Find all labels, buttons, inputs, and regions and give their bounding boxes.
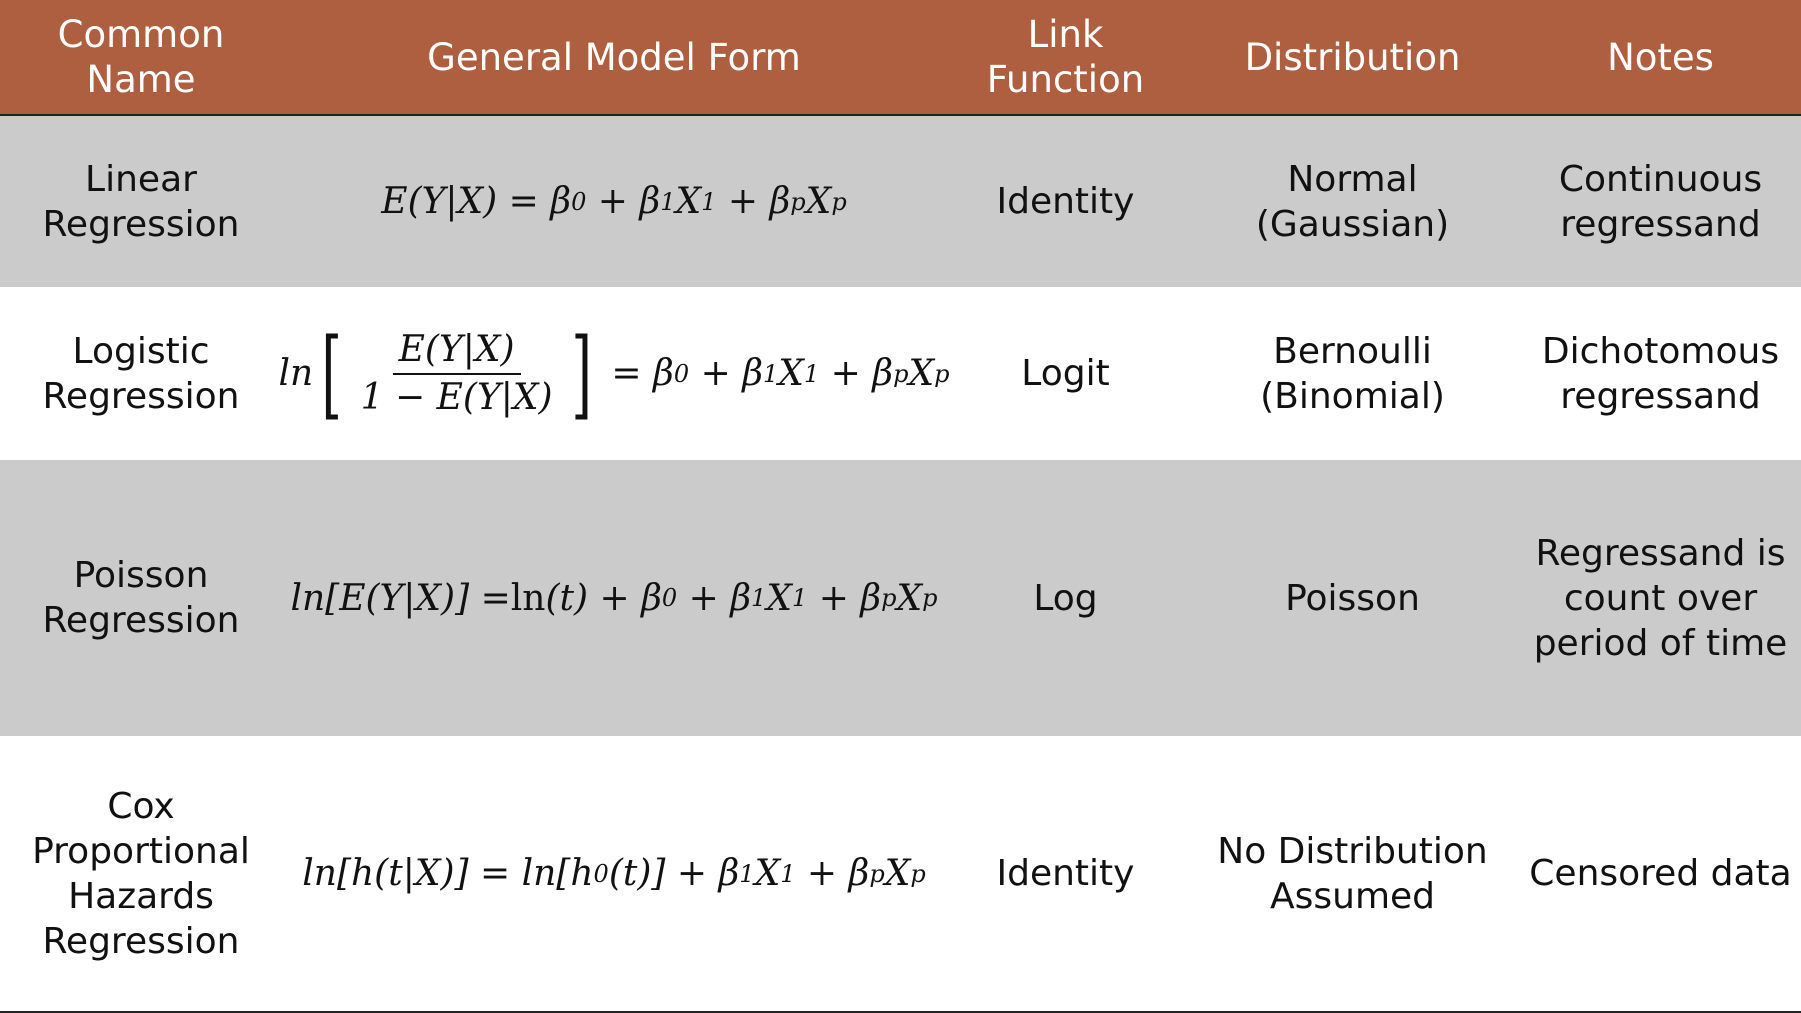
row-link: Logit — [1021, 353, 1110, 394]
row-notes: Dichotomous regressand — [1541, 330, 1780, 417]
row-link: Log — [1033, 577, 1098, 619]
row-name: Poisson Regression — [42, 555, 240, 641]
row-name: Logistic Regression — [42, 330, 240, 417]
table-row: Cox Proportional Hazards Regression ln[h… — [0, 736, 1801, 1011]
table-row: Poisson Regression ln[E(Y|X)] = ln (t) + … — [0, 460, 1801, 736]
header-distribution: Distribution — [1244, 35, 1461, 79]
header-general-model-form: General Model Form — [427, 35, 801, 79]
header-link-function: Link Function — [986, 13, 1145, 101]
row-link: Identity — [996, 853, 1135, 894]
row-notes: Continuous regressand — [1558, 158, 1763, 245]
row-notes: Regressand is count over period of time — [1533, 532, 1788, 664]
row-distribution: Normal (Gaussian) — [1255, 158, 1450, 245]
row-name: Linear Regression — [42, 158, 240, 245]
row-distribution: No Distribution Assumed — [1217, 830, 1488, 917]
header-notes: Notes — [1607, 35, 1714, 79]
row-notes: Censored data — [1529, 853, 1792, 894]
row-distribution: Bernoulli (Binomial) — [1260, 330, 1445, 417]
row-distribution: Poisson — [1285, 577, 1420, 619]
table-bottom-rule — [0, 1011, 1801, 1013]
row-name: Cox Proportional Hazards Regression — [32, 785, 250, 962]
row-link: Identity — [996, 181, 1135, 222]
header-common-name: Common Name — [57, 13, 225, 101]
table-header: Common Name General Model Form Link Func… — [0, 0, 1801, 116]
table-row: Logistic Regression ln[E(Y|X) 1 − E(Y|X)]… — [0, 287, 1801, 460]
